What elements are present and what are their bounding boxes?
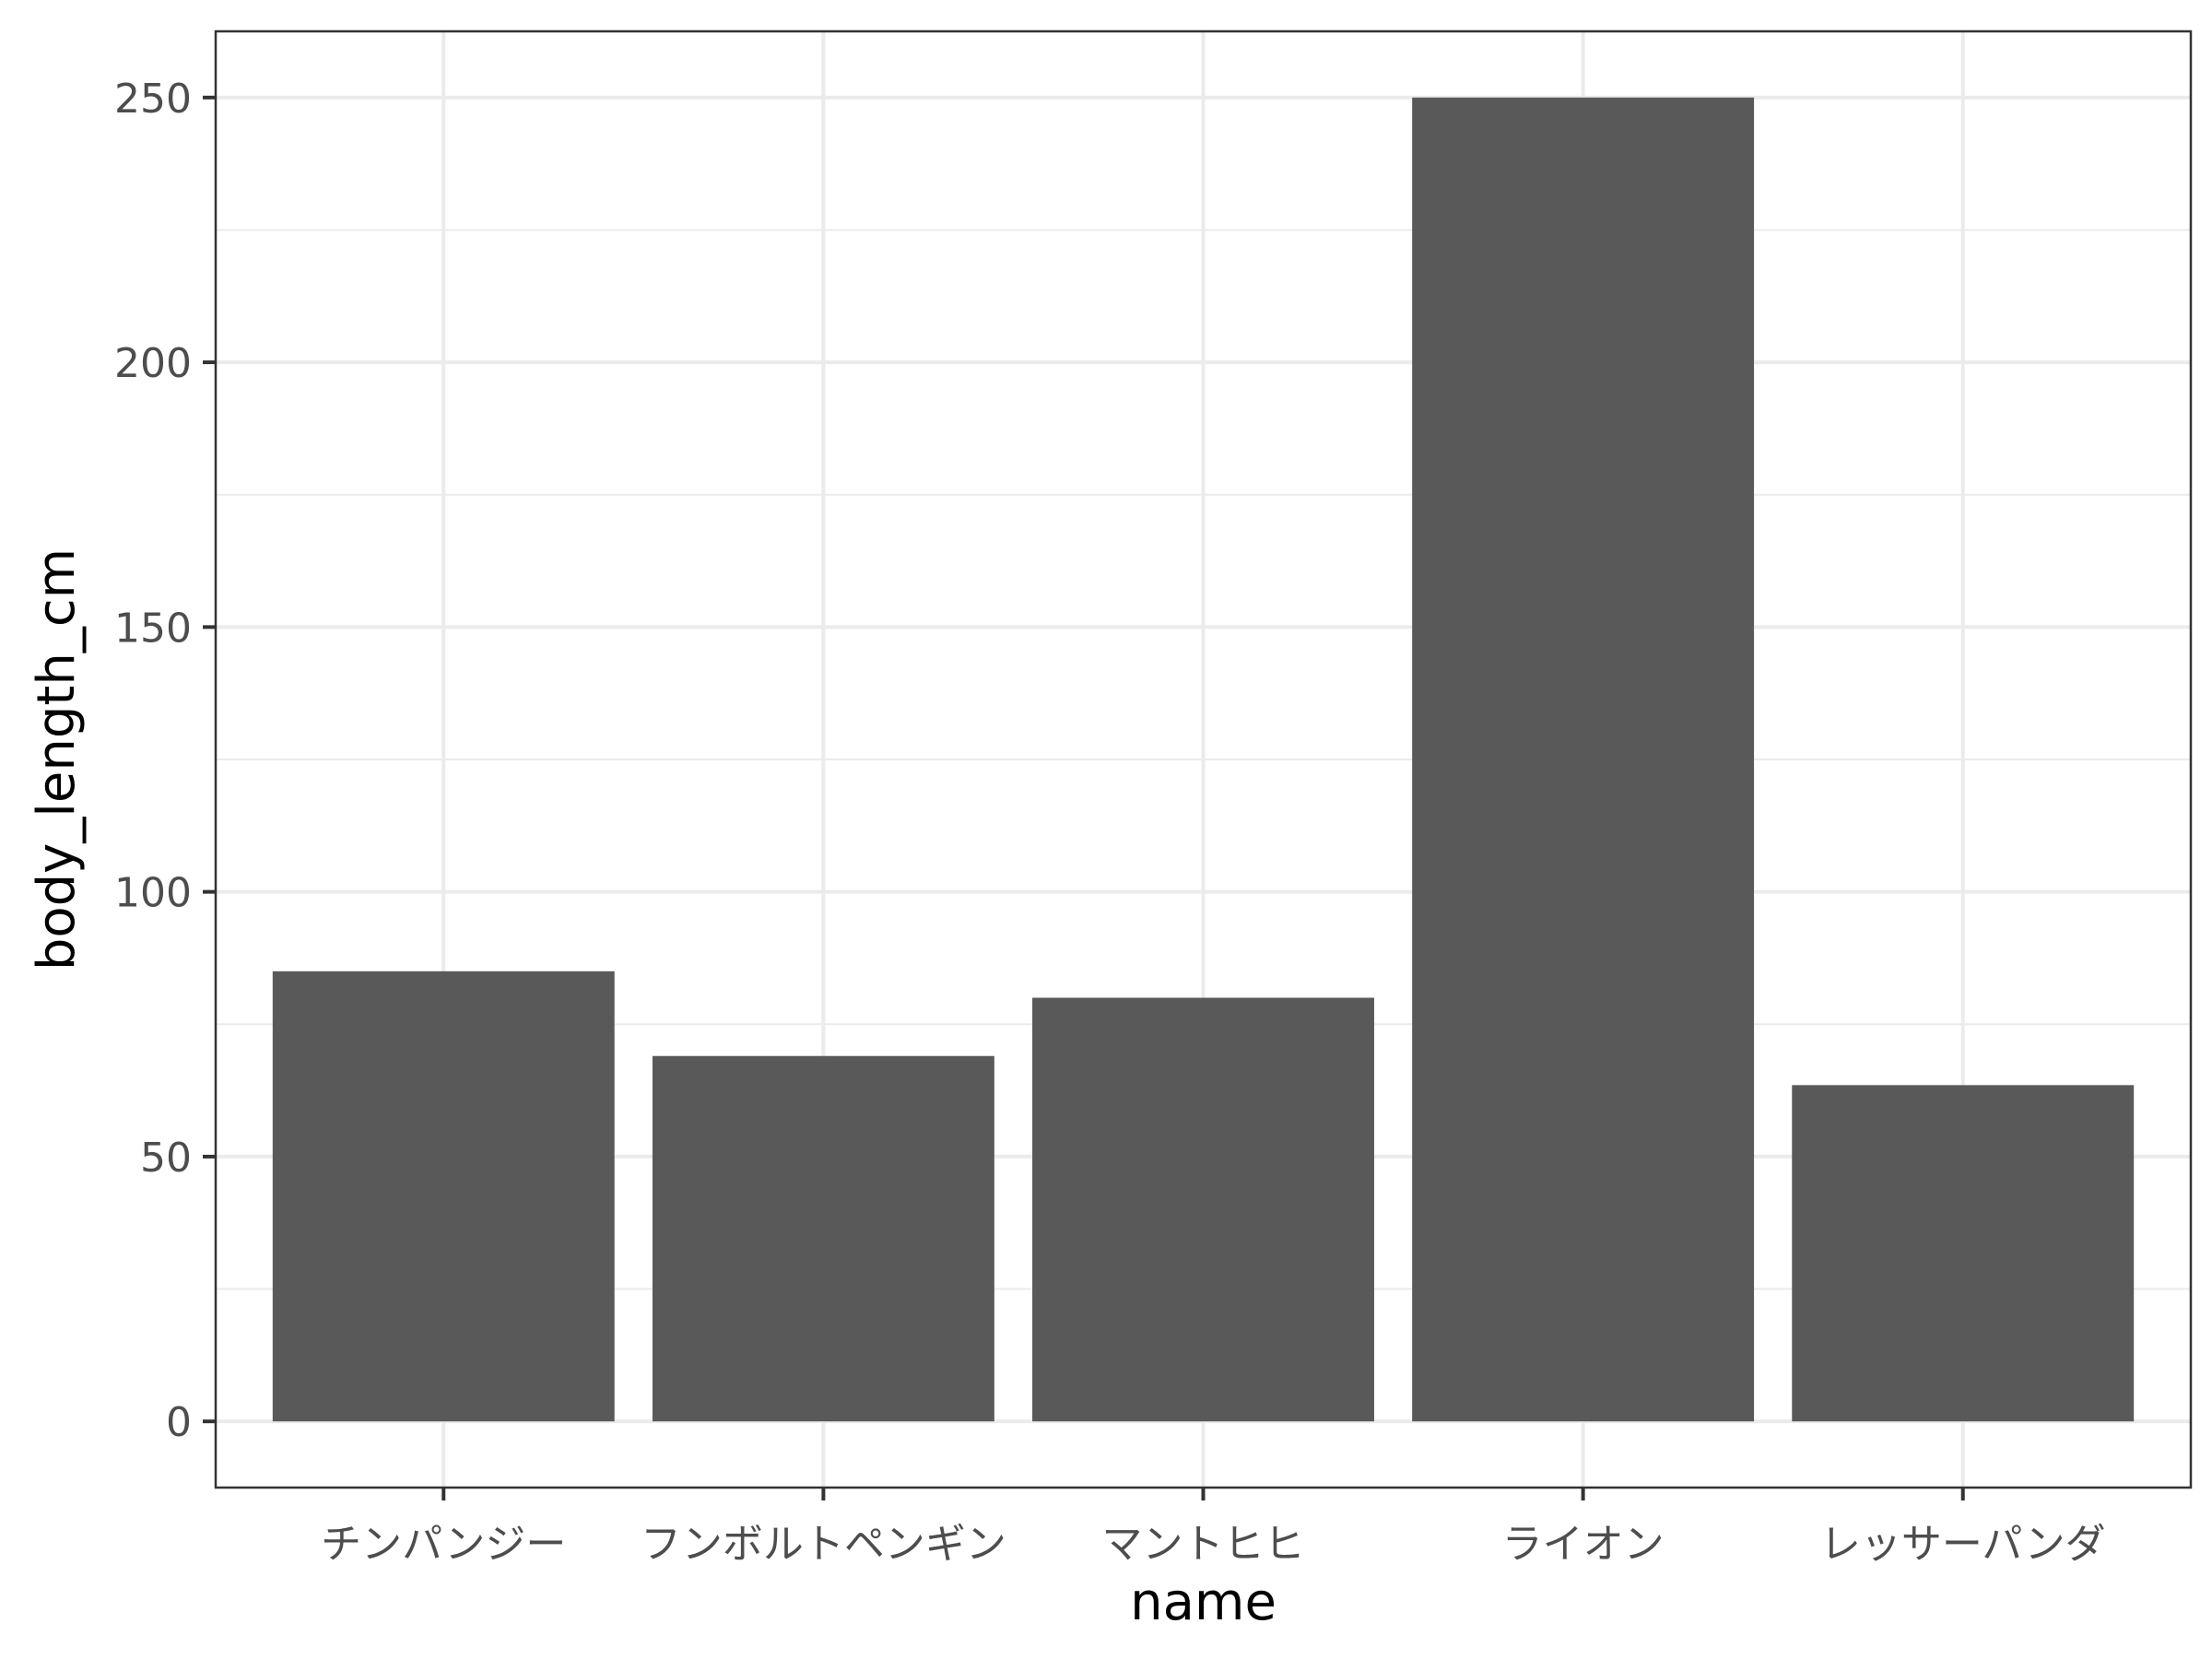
x-axis-title: name xyxy=(1130,1572,1277,1632)
y-tick-label: 250 xyxy=(114,76,192,123)
bar xyxy=(1032,997,1374,1422)
y-tick-label: 50 xyxy=(140,1135,192,1182)
x-tick-label: チンパンジー xyxy=(321,1521,566,1568)
y-tick-label: 0 xyxy=(166,1399,192,1446)
x-tick-label: フンボルトペンギン xyxy=(641,1521,1006,1568)
x-tick-label: ライオン xyxy=(1502,1521,1665,1568)
y-tick-label: 200 xyxy=(114,340,192,387)
y-axis-title: body_length_cm xyxy=(27,548,87,971)
bar xyxy=(1412,97,1755,1422)
bar xyxy=(652,1055,994,1422)
bar xyxy=(272,971,615,1422)
y-tick-label: 100 xyxy=(114,870,192,917)
x-tick-label: レッサーパンダ xyxy=(1820,1521,2106,1568)
x-axis: チンパンジー フンボルトペンギン マントヒヒ ライオン レッサーパンダ xyxy=(321,1488,2106,1568)
bar xyxy=(1792,1085,2135,1422)
x-tick-label: マントヒヒ xyxy=(1102,1521,1305,1568)
bars xyxy=(272,97,2135,1422)
y-axis: 0 50 100 150 200 250 xyxy=(114,76,216,1446)
y-tick-label: 150 xyxy=(114,605,192,652)
